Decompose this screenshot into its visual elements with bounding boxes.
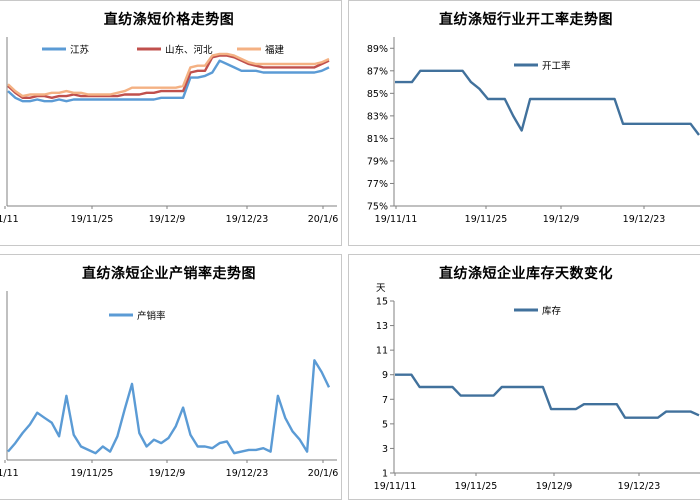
series-line-2: [7, 54, 330, 100]
y-tick-label: 89%: [367, 44, 388, 55]
y-tick-label: 75%: [367, 202, 388, 213]
chart-title: 直纺涤短行业开工率走势图: [439, 12, 613, 28]
x-tick-label: 19/11/25: [455, 481, 498, 492]
y-axis-label: 天: [376, 283, 386, 294]
series-line-1: [7, 359, 331, 455]
x-tick-label: 19/12/9: [536, 481, 573, 492]
legend-label: 开工率: [542, 60, 571, 72]
chart-operating-rate-svg: 75% 77% 79% 81% 83% 85% 87% 89% 19/11/11 19/11/25…: [367, 37, 700, 225]
legend-label: 江苏: [70, 44, 90, 56]
x-tick-label: 19/12/9: [149, 214, 186, 225]
x-tick-label: 19/12/9: [149, 468, 186, 479]
chart-panel-sales-rate: 直纺涤短企业产销率走势图 11/11 19/11/25 19/12/9 19/12/2…: [0, 254, 342, 500]
x-tick-label: 19/12/23: [623, 214, 666, 225]
series-line-1: [7, 59, 330, 103]
legend-label: 福建: [265, 44, 285, 56]
x-tick-label: 19/11/25: [71, 214, 114, 225]
y-tick-label: 81%: [367, 134, 388, 145]
legend-label: 山东、河北: [165, 44, 213, 56]
y-tick-label: 1: [382, 469, 388, 480]
y-tick-label: 79%: [367, 156, 388, 167]
x-tick-label: 19/12/23: [618, 481, 661, 492]
chart-title: 直纺涤短企业产销率走势图: [82, 266, 256, 282]
chart-panel-operating-rate: 直纺涤短行业开工率走势图 75% 77% 79% 81% 83% 85% 87% 89% 19/…: [348, 0, 700, 246]
x-tick-label: 19/12/9: [543, 214, 580, 225]
y-tick-label: 9: [382, 370, 388, 381]
x-tick-label: 11/11: [0, 468, 19, 479]
y-tick-label: 83%: [367, 111, 388, 122]
x-tick-label: 20/1/6: [308, 468, 339, 479]
chart-panel-price: 直纺涤短价格走势图 11/11 19/11/25 19/12/9 19/12/23 20…: [0, 0, 342, 246]
series-line-1: [395, 69, 700, 136]
chart-title: 直纺涤短价格走势图: [103, 12, 235, 28]
y-tick-label: 15: [376, 297, 388, 308]
chart-panel-inventory: 直纺涤短企业库存天数变化 1 3 5 7 9 11 13 15 天 19/11/11 19/11/2…: [348, 254, 700, 500]
chart-price-svg: 11/11 19/11/25 19/12/9 19/12/23 20/1/6 江苏 山东、河…: [0, 37, 339, 225]
y-tick-label: 87%: [367, 66, 388, 77]
x-tick-label: 19/11/25: [71, 468, 114, 479]
series-line-1: [395, 373, 700, 419]
x-tick-label: 11/11: [0, 214, 19, 225]
x-tick-label: 19/11/11: [375, 214, 418, 225]
y-tick-label: 7: [382, 395, 388, 406]
chart-sales-rate-svg: 11/11 19/11/25 19/12/9 19/12/23 20/1/6 产销率: [0, 291, 339, 479]
x-tick-label: 19/11/25: [465, 214, 508, 225]
x-tick-label: 19/12/23: [226, 214, 269, 225]
y-tick-label: 13: [376, 321, 388, 332]
legend-label: 库存: [542, 305, 562, 317]
x-tick-label: 19/11/11: [374, 481, 417, 492]
x-tick-label: 20/1/6: [308, 214, 339, 225]
y-tick-label: 5: [382, 419, 388, 430]
y-tick-label: 11: [376, 346, 388, 357]
y-tick-label: 3: [382, 444, 388, 455]
y-tick-label: 77%: [367, 179, 388, 190]
legend-label: 产销率: [137, 310, 166, 322]
chart-title: 直纺涤短企业库存天数变化: [439, 266, 613, 282]
series-line-3: [7, 52, 330, 98]
y-tick-label: 85%: [367, 89, 388, 100]
x-tick-label: 19/12/23: [226, 468, 269, 479]
